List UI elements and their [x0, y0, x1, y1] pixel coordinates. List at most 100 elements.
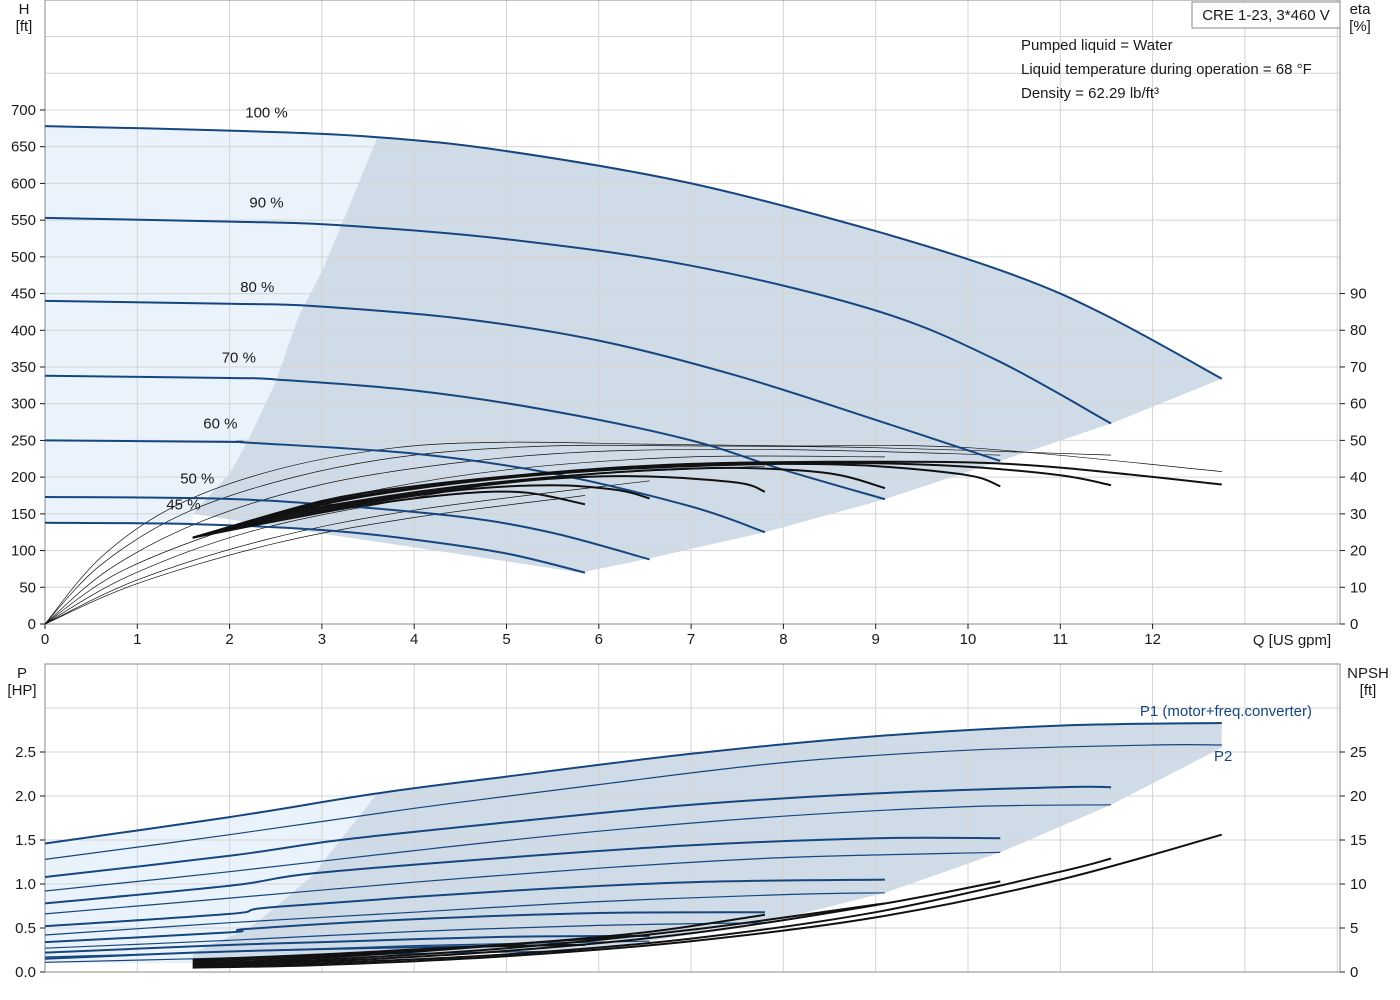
eta-curve-extended-2	[44, 444, 1112, 625]
y-tick-label-head: 100	[11, 543, 36, 560]
x-tick-label: 2	[225, 631, 233, 648]
x-tick-label: 6	[595, 631, 603, 648]
x-tick-label: 3	[318, 631, 326, 648]
info-line-pumped-liquid: Pumped liquid = Water	[1021, 37, 1173, 54]
y-tick-label-npsh: 25	[1350, 744, 1367, 761]
x-tick-label: 10	[960, 631, 977, 648]
x-tick-label: 4	[410, 631, 418, 648]
p2-curve-5	[44, 922, 765, 949]
p1-curve-3	[44, 836, 1001, 905]
x-tick-label: 0	[41, 631, 49, 648]
eta-curve-extended-4	[44, 455, 885, 625]
y-tick-label-eta: 50	[1350, 432, 1367, 449]
p1-curve-6	[44, 934, 650, 954]
bottom-operating-area	[192, 723, 1222, 964]
y-tick-label-eta: 20	[1350, 543, 1367, 560]
eta-curve-3	[192, 462, 1001, 539]
info-line-temperature: Liquid temperature during operation = 68…	[1021, 61, 1312, 78]
x-tick-label: 5	[502, 631, 510, 648]
y-tick-label-eta: 90	[1350, 286, 1367, 303]
y-tick-label-head: 200	[11, 469, 36, 486]
model-label-box	[1191, 1, 1341, 29]
speed-label-60: 60 %	[203, 416, 237, 433]
eta-curve-7	[192, 490, 586, 539]
eta-curve-1	[192, 460, 1222, 539]
info-line-density: Density = 62.29 lb/ft³	[1021, 85, 1159, 102]
x-axis-label: Q [US gpm]	[1253, 632, 1331, 649]
y-axis-unit-npsh: [ft]	[1360, 682, 1377, 699]
top-extended-range-area	[45, 126, 378, 525]
y-axis-unit-power: [HP]	[7, 682, 36, 699]
y-tick-label-head: 150	[11, 506, 36, 523]
y-tick-label-power: 2.0	[15, 788, 36, 805]
y-tick-label-npsh: 10	[1350, 876, 1367, 893]
y-axis-name-eta: eta	[1350, 1, 1372, 18]
npsh-curve-4	[192, 902, 886, 966]
y-axis-unit-eta: [%]	[1349, 18, 1371, 35]
y-tick-label-eta: 40	[1350, 469, 1367, 486]
y-tick-label-power: 1.5	[15, 832, 36, 849]
speed-label-70: 70 %	[222, 350, 256, 367]
eta-curve-extended-3	[44, 448, 1001, 625]
legend-p2: P2	[1214, 748, 1232, 765]
bottom-plot-frame	[44, 663, 1341, 973]
x-tick-label: 12	[1144, 631, 1161, 648]
head-curve-100-pct	[44, 125, 1223, 380]
y-tick-label-power: 0.0	[15, 964, 36, 981]
x-tick-label: 11	[1053, 631, 1069, 648]
y-tick-label-head: 300	[11, 396, 36, 413]
head-curve-45-pct	[44, 521, 586, 574]
p2-curve-1	[44, 744, 1222, 860]
y-tick-label-eta: 70	[1350, 359, 1367, 376]
eta-curve-extended-7	[44, 495, 586, 625]
y-tick-label-head: 700	[11, 102, 36, 119]
head-curve-80-pct	[44, 299, 1001, 462]
y-tick-label-head: 400	[11, 322, 36, 339]
y-tick-label-eta: 80	[1350, 322, 1367, 339]
head-curve-50-pct	[44, 496, 650, 561]
y-axis-name-head: H	[19, 1, 30, 18]
p2-curve-3	[44, 851, 1001, 915]
speed-label-45: 45 %	[166, 496, 200, 513]
y-tick-label-npsh: 20	[1350, 788, 1367, 805]
speed-label-50: 50 %	[180, 471, 214, 488]
y-tick-label-power: 1.0	[15, 876, 36, 893]
y-tick-label-head: 50	[19, 579, 36, 596]
y-axis-name-npsh: NPSH	[1347, 665, 1389, 682]
y-tick-label-head: 650	[11, 139, 36, 156]
legend-p1: P1 (motor+freq.converter)	[1140, 703, 1312, 720]
y-tick-label-power: 2.5	[15, 744, 36, 761]
npsh-curve-7	[192, 943, 586, 961]
npsh-curve-2	[192, 857, 1112, 968]
eta-curve-6	[192, 484, 650, 539]
eta-curve-5	[192, 475, 766, 539]
x-tick-label: 9	[872, 631, 880, 648]
p1-curve-2	[44, 785, 1112, 878]
npsh-curve-6	[192, 934, 650, 963]
y-tick-label-eta: 60	[1350, 396, 1367, 413]
y-tick-label-head: 600	[11, 175, 36, 192]
y-tick-label-head: 550	[11, 212, 36, 229]
y-tick-label-power: 0.5	[15, 920, 36, 937]
y-tick-label-npsh: 5	[1350, 920, 1358, 937]
y-tick-label-head: 0	[28, 616, 36, 633]
eta-curve-4	[192, 466, 886, 539]
speed-label-100: 100 %	[245, 104, 288, 121]
model-label: CRE 1-23, 3*460 V	[1202, 7, 1330, 24]
y-tick-label-eta: 0	[1350, 616, 1358, 633]
power-npsh-plot: 0.0 0.5 1.0 1.5 2.0 2.5 0 5 10 15 20 25	[15, 663, 1367, 981]
x-tick-label: 1	[133, 631, 141, 648]
y-tick-label-head: 500	[11, 249, 36, 266]
eta-curve-extended-1	[44, 441, 1222, 625]
y-tick-label-head: 450	[11, 286, 36, 303]
head-efficiency-plot: 100 %90 %80 %70 %60 %50 %45 %05010015020…	[11, 0, 1367, 648]
y-tick-label-npsh: 15	[1350, 832, 1367, 849]
head-curve-60-pct	[44, 439, 766, 534]
speed-label-80: 80 %	[240, 279, 274, 296]
top-plot-frame	[44, 0, 1341, 625]
p1-curve-4	[44, 878, 885, 928]
p1-curve-5	[44, 911, 765, 944]
y-tick-label-head: 250	[11, 432, 36, 449]
p2-curve-4	[44, 892, 885, 936]
